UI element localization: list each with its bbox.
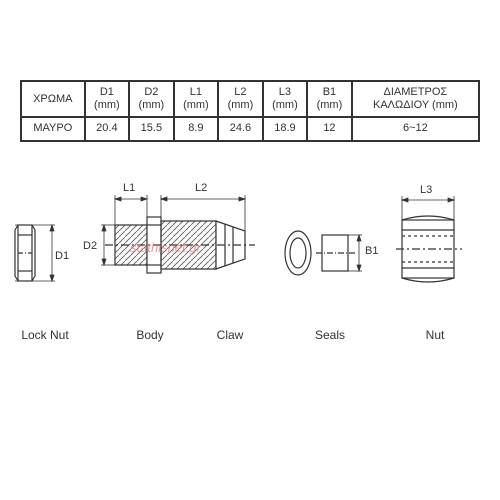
hdr-7a: ΔΙΑΜΕΤΡΟΣ xyxy=(384,86,448,98)
cell-0: ΜΑΥΡΟ xyxy=(33,122,72,134)
hdr-5b: (mm) xyxy=(272,99,298,111)
hdr-0: ΧΡΩΜΑ xyxy=(33,93,72,105)
dim-b1: B1 xyxy=(365,245,378,257)
label-claw: Claw xyxy=(205,328,255,342)
hdr-1b: (mm) xyxy=(94,99,120,111)
hdr-6b: (mm) xyxy=(317,99,343,111)
hdr-4b: (mm) xyxy=(228,99,254,111)
dim-l2: L2 xyxy=(195,182,207,194)
cell-6: 12 xyxy=(323,122,335,134)
hdr-3a: L1 xyxy=(190,86,202,98)
cell-7: 6~12 xyxy=(403,122,428,134)
label-body: Body xyxy=(125,328,175,342)
diagram-area: D1 xyxy=(10,172,490,342)
seals-drawing xyxy=(280,207,370,307)
cell-3: 8.9 xyxy=(188,122,203,134)
hdr-2b: (mm) xyxy=(139,99,165,111)
watermark-text: stathisnet.gr xyxy=(130,240,201,255)
dim-d1: D1 xyxy=(55,250,69,262)
hdr-7b: ΚΑΛΩΔΙΟΥ (mm) xyxy=(373,99,458,111)
hdr-2a: D2 xyxy=(144,86,158,98)
hdr-1a: D1 xyxy=(100,86,114,98)
table-header-row: ΧΡΩΜΑ D1(mm) D2(mm) L1(mm) L2(mm) L3(mm)… xyxy=(21,81,479,117)
cell-2: 15.5 xyxy=(141,122,162,134)
dim-l1: L1 xyxy=(123,182,135,194)
hdr-4a: L2 xyxy=(234,86,246,98)
table-data-row: ΜΑΥΡΟ 20.4 15.5 8.9 24.6 18.9 12 6~12 xyxy=(21,117,479,140)
cell-4: 24.6 xyxy=(230,122,251,134)
nut-drawing xyxy=(390,182,490,312)
label-lock-nut: Lock Nut xyxy=(10,328,80,342)
spec-table: ΧΡΩΜΑ D1(mm) D2(mm) L1(mm) L2(mm) L3(mm)… xyxy=(20,80,480,142)
hdr-5a: L3 xyxy=(279,86,291,98)
hdr-6a: B1 xyxy=(323,86,336,98)
label-seals: Seals xyxy=(300,328,360,342)
dim-d2: D2 xyxy=(83,240,97,252)
hdr-3b: (mm) xyxy=(183,99,209,111)
label-nut: Nut xyxy=(410,328,460,342)
dim-l3: L3 xyxy=(420,184,432,196)
cell-5: 18.9 xyxy=(274,122,295,134)
cell-1: 20.4 xyxy=(96,122,117,134)
